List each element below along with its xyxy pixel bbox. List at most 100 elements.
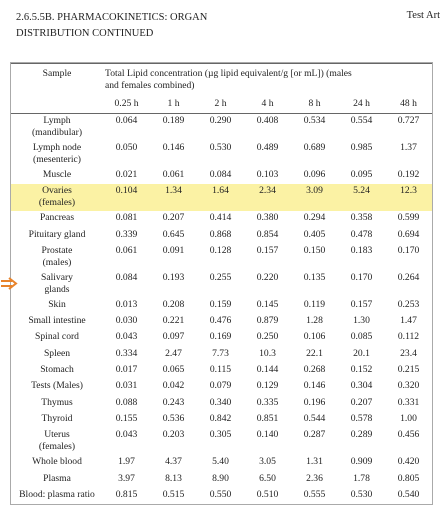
cell-value: 0.534 bbox=[303, 115, 326, 126]
cell-value: 0.030 bbox=[115, 315, 138, 327]
row-label: Lymph (mandibular) bbox=[31, 115, 83, 138]
cell-value: 0.290 bbox=[209, 115, 232, 126]
cell-value: 6.50 bbox=[259, 472, 276, 484]
cell-value: 0.189 bbox=[162, 115, 185, 126]
cell-value: 0.536 bbox=[162, 412, 185, 424]
row-label: Blood: plasma ratio bbox=[19, 488, 95, 500]
cell-value: 0.203 bbox=[162, 429, 185, 441]
cell-value: 0.146 bbox=[303, 380, 326, 392]
cell-value: 0.304 bbox=[350, 380, 373, 392]
cell-value: 0.159 bbox=[209, 298, 232, 310]
cell-value: 0.170 bbox=[350, 271, 373, 283]
cell-value: 0.192 bbox=[397, 169, 420, 180]
table-row: Pituitary gland 0.339 0.645 0.868 0.854 0.405… bbox=[11, 228, 432, 244]
cell-value: 0.064 bbox=[115, 115, 138, 126]
empty-cell bbox=[11, 92, 103, 114]
cell-value: 0.061 bbox=[115, 244, 138, 256]
time-header: 48 h bbox=[385, 92, 432, 114]
cell-value: 0.909 bbox=[350, 456, 373, 468]
row-label: Pancreas bbox=[39, 212, 75, 224]
table-row: Tests (Males) 0.031 0.042 0.079 0.129 0.146 0.… bbox=[11, 379, 432, 395]
cell-value: 0.544 bbox=[303, 412, 326, 424]
cell-value: 0.550 bbox=[209, 488, 232, 500]
cell-value: 0.207 bbox=[350, 396, 373, 408]
row-label: Salivary glands bbox=[41, 271, 73, 295]
table-row: Prostate (males) 0.061 0.091 0.128 0.157 0.15… bbox=[11, 244, 432, 271]
cell-value: 0.196 bbox=[303, 396, 326, 408]
cell-value: 0.152 bbox=[350, 364, 373, 376]
row-label: Whole blood bbox=[32, 456, 82, 468]
row-label: Thymus bbox=[41, 396, 73, 408]
cell-value: 0.478 bbox=[350, 228, 373, 240]
cell-value: 1.31 bbox=[306, 456, 323, 468]
cell-value: 0.334 bbox=[115, 347, 138, 359]
cell-value: 0.112 bbox=[397, 331, 420, 343]
cell-value: 0.530 bbox=[209, 142, 232, 153]
cell-value: 0.815 bbox=[115, 488, 138, 500]
time-header: 2 h bbox=[197, 92, 244, 114]
group-header: Total Lipid concentration (µg lipid equi… bbox=[103, 63, 432, 92]
cell-value: 0.727 bbox=[397, 115, 420, 126]
time-header: 4 h bbox=[244, 92, 291, 114]
table-row: Muscle 0.021 0.061 0.084 0.103 0.096 0.095 0.19… bbox=[11, 168, 432, 184]
cell-value: 23.4 bbox=[400, 347, 417, 359]
cell-value: 0.420 bbox=[397, 456, 420, 468]
cell-value: 0.599 bbox=[397, 212, 420, 224]
cell-value: 2.34 bbox=[244, 184, 291, 212]
cell-value: 0.170 bbox=[397, 244, 420, 256]
cell-value: 1.30 bbox=[353, 315, 370, 327]
cell-value: 0.340 bbox=[209, 396, 232, 408]
cell-value: 4.37 bbox=[165, 456, 182, 468]
cell-value: 0.084 bbox=[209, 169, 232, 180]
doc-title: 2.6.5.5B. PHARMACOKINETICS: ORGAN DISTRI… bbox=[16, 12, 208, 39]
cell-value: 0.405 bbox=[303, 228, 326, 240]
cell-value: 0.842 bbox=[209, 412, 232, 424]
cell-value: 3.97 bbox=[118, 472, 135, 484]
table-container: Sample Total Lipid concentration (µg lip… bbox=[10, 62, 433, 506]
cell-value: 0.095 bbox=[350, 169, 373, 180]
cell-value: 0.119 bbox=[303, 298, 326, 310]
cell-value: 0.193 bbox=[162, 271, 185, 283]
cell-value: 0.208 bbox=[162, 298, 185, 310]
table-row: Plasma 3.97 8.13 8.90 6.50 2.36 1.78 0.805 bbox=[11, 472, 432, 488]
cell-value: 0.155 bbox=[115, 412, 138, 424]
cell-value: 0.146 bbox=[162, 142, 185, 153]
cell-value: 0.456 bbox=[397, 429, 420, 441]
table-row: Spleen 0.334 2.47 7.73 10.3 22.1 20.1 23.4 bbox=[11, 347, 432, 363]
table-row: Pancreas 0.081 0.207 0.414 0.380 0.294 0.358 0.… bbox=[11, 211, 432, 227]
cell-value: 0.157 bbox=[256, 244, 279, 256]
cell-value: 0.088 bbox=[115, 396, 138, 408]
cell-value: 1.97 bbox=[118, 456, 135, 468]
row-label: Ovaries (females) bbox=[11, 184, 103, 212]
cell-value: 0.510 bbox=[256, 488, 279, 500]
cell-value: 0.689 bbox=[303, 142, 326, 153]
row-label: Prostate (males) bbox=[41, 244, 73, 268]
arrow-marker bbox=[1, 277, 18, 291]
row-label: Thyroid bbox=[41, 412, 73, 424]
cell-value: 0.104 bbox=[103, 184, 150, 212]
data-table: Sample Total Lipid concentration (µg lip… bbox=[11, 63, 432, 504]
cell-value: 0.079 bbox=[209, 380, 232, 392]
cell-value: 0.207 bbox=[162, 212, 185, 224]
cell-value: 3.05 bbox=[259, 456, 276, 468]
cell-value: 0.144 bbox=[256, 364, 279, 376]
cell-value: 8.13 bbox=[165, 472, 182, 484]
cell-value: 0.868 bbox=[209, 228, 232, 240]
table-row: Whole blood 1.97 4.37 5.40 3.05 1.31 0.909 0.42… bbox=[11, 455, 432, 471]
cell-value: 5.24 bbox=[338, 184, 385, 212]
cell-value: 5.40 bbox=[212, 456, 229, 468]
cell-value: 0.339 bbox=[115, 228, 138, 240]
cell-value: 0.476 bbox=[209, 315, 232, 327]
cell-value: 0.115 bbox=[209, 364, 232, 376]
cell-value: 0.183 bbox=[350, 244, 373, 256]
cell-value: 0.096 bbox=[303, 169, 326, 180]
cell-value: 0.554 bbox=[350, 115, 373, 126]
cell-value: 0.017 bbox=[115, 364, 138, 376]
cell-value: 0.084 bbox=[115, 271, 138, 283]
cell-value: 0.085 bbox=[350, 331, 373, 343]
cell-value: 0.253 bbox=[397, 298, 420, 310]
cell-value: 0.294 bbox=[303, 212, 326, 224]
cell-value: 0.013 bbox=[115, 298, 138, 310]
table-body: Lymph (mandibular) 0.064 0.189 0.290 0.408 0.… bbox=[11, 114, 432, 505]
